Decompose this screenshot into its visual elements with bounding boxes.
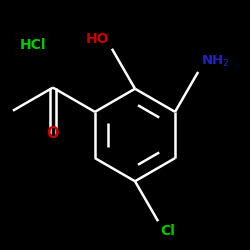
Text: HCl: HCl xyxy=(20,38,46,52)
Text: NH$_2$: NH$_2$ xyxy=(200,54,230,70)
Text: HO: HO xyxy=(86,32,110,46)
Text: O: O xyxy=(47,126,59,141)
Text: Cl: Cl xyxy=(160,224,176,238)
